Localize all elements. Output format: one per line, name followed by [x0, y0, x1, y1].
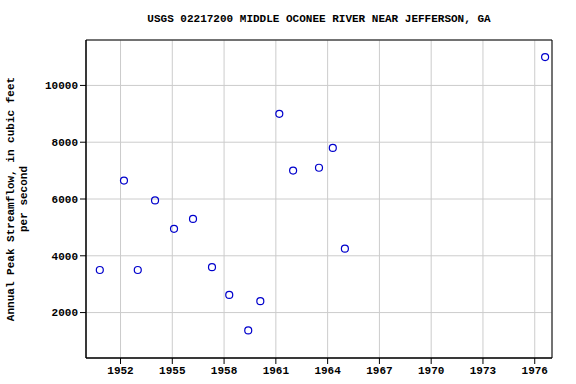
- svg-text:USGS 02217200 MIDDLE OCONEE RI: USGS 02217200 MIDDLE OCONEE RIVER NEAR J…: [147, 13, 491, 25]
- svg-text:1952: 1952: [107, 365, 133, 377]
- svg-text:per second: per second: [18, 166, 30, 232]
- svg-text:1955: 1955: [159, 365, 186, 377]
- svg-text:1958: 1958: [211, 365, 238, 377]
- svg-text:Annual Peak Streamflow, in cub: Annual Peak Streamflow, in cubic feet: [8, 77, 17, 321]
- svg-text:1964: 1964: [314, 365, 341, 377]
- svg-text:10000: 10000: [45, 80, 78, 92]
- svg-text:1961: 1961: [263, 365, 290, 377]
- svg-text:4000: 4000: [52, 251, 78, 263]
- svg-text:1973: 1973: [470, 365, 497, 377]
- svg-text:1976: 1976: [522, 365, 548, 377]
- svg-text:8000: 8000: [52, 137, 78, 149]
- svg-text:1967: 1967: [366, 365, 392, 377]
- svg-text:1970: 1970: [418, 365, 444, 377]
- svg-text:2000: 2000: [52, 307, 78, 319]
- svg-text:6000: 6000: [52, 194, 78, 206]
